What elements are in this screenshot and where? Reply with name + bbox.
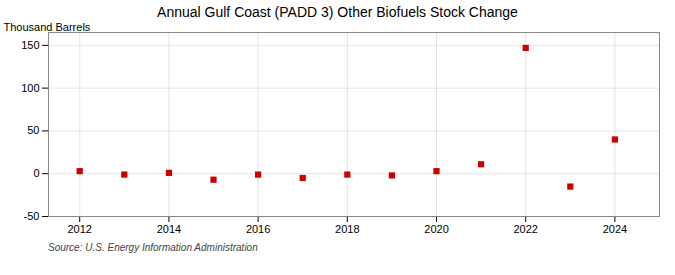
svg-text:100: 100 — [21, 82, 39, 94]
svg-text:50: 50 — [27, 124, 39, 136]
svg-text:2016: 2016 — [246, 223, 270, 235]
svg-text:-50: -50 — [24, 210, 40, 222]
svg-text:2024: 2024 — [603, 223, 627, 235]
svg-text:2018: 2018 — [335, 223, 359, 235]
html-text:Annual Gulf Coast (PADD 3) Oth: Annual Gulf Coast (PADD 3) Other Biofuel… — [157, 4, 518, 20]
html-text:Source: U.S. Energy Informatio: Source: U.S. Energy Information Administ… — [48, 242, 258, 253]
svg-text:2014: 2014 — [157, 223, 181, 235]
svg-text:150: 150 — [21, 39, 39, 51]
svg-text:Thousand Barrels: Thousand Barrels — [4, 21, 91, 33]
svg-text:2020: 2020 — [424, 223, 448, 235]
svg-text:2012: 2012 — [67, 223, 91, 235]
svg-text:0: 0 — [33, 167, 39, 179]
svg-text:2022: 2022 — [513, 223, 537, 235]
